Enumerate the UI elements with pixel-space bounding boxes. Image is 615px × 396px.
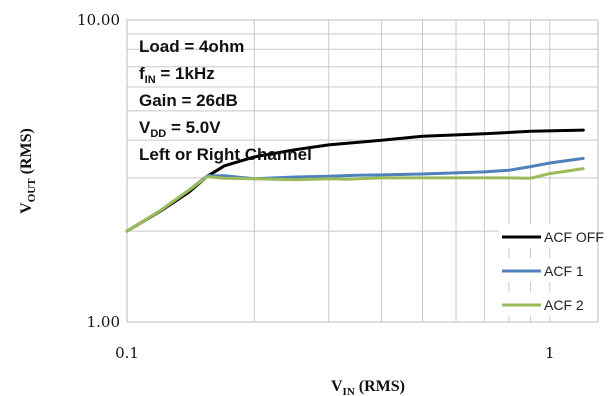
annotation-text-rest: = 5.0V <box>166 118 221 137</box>
annotation-text: Load = 4ohm <box>139 37 244 56</box>
y-axis-title: VOUT (RMS) <box>18 128 38 214</box>
series <box>125 128 585 233</box>
annotation-text: Gain = 26dB <box>139 91 238 110</box>
x-tick-label: 1 <box>545 344 555 362</box>
annotation-box: Load = 4ohm fIN = 1kHz Gain = 26dB VDD = 5.… <box>139 37 312 164</box>
x-tick-label: 0.1 <box>115 344 139 362</box>
y-axis-title-unit: (RMS) <box>18 128 35 178</box>
x-axis-title: VIN (RMS) <box>331 378 405 396</box>
annotation-subscript: IN <box>145 74 156 86</box>
annotation-line: fIN = 1kHz <box>139 64 215 86</box>
x-axis-title-subscript: IN <box>343 386 355 396</box>
annotation-text: Left or Right Channel <box>139 145 312 164</box>
legend-label: ACF OFF <box>544 229 604 245</box>
y-axis-title-main: V <box>18 202 35 214</box>
y-tick-label: 10.00 <box>77 11 120 29</box>
series-line-3 <box>125 167 585 233</box>
series-line-2 <box>125 156 585 233</box>
x-axis-title-unit: (RMS) <box>355 378 405 395</box>
y-tick-label: 1.00 <box>87 313 120 331</box>
legend-label: ACF 1 <box>544 263 584 279</box>
legend-label: ACF 2 <box>544 297 584 313</box>
annotation-text: f <box>139 64 145 83</box>
annotation-line: Load = 4ohm <box>139 37 244 56</box>
y-axis-title-subscript: OUT <box>26 178 38 203</box>
annotation-line: VDD = 5.0V <box>139 118 221 140</box>
series-line-1 <box>125 128 585 233</box>
annotation-line: Gain = 26dB <box>139 91 238 110</box>
annotation-text-rest: = 1kHz <box>156 64 215 83</box>
annotation-text: V <box>139 118 151 137</box>
plot-frame <box>126 19 599 323</box>
annotation-subscript: DD <box>150 128 166 140</box>
x-axis-title-main: V <box>331 378 343 395</box>
annotation-line: Left or Right Channel <box>139 145 312 164</box>
y-axis-ticks: 1.00 10.00 <box>77 11 120 331</box>
legend: ACF OFF ACF 1 ACF 2 <box>499 224 604 316</box>
x-axis-ticks: 0.1 1 <box>115 344 555 362</box>
